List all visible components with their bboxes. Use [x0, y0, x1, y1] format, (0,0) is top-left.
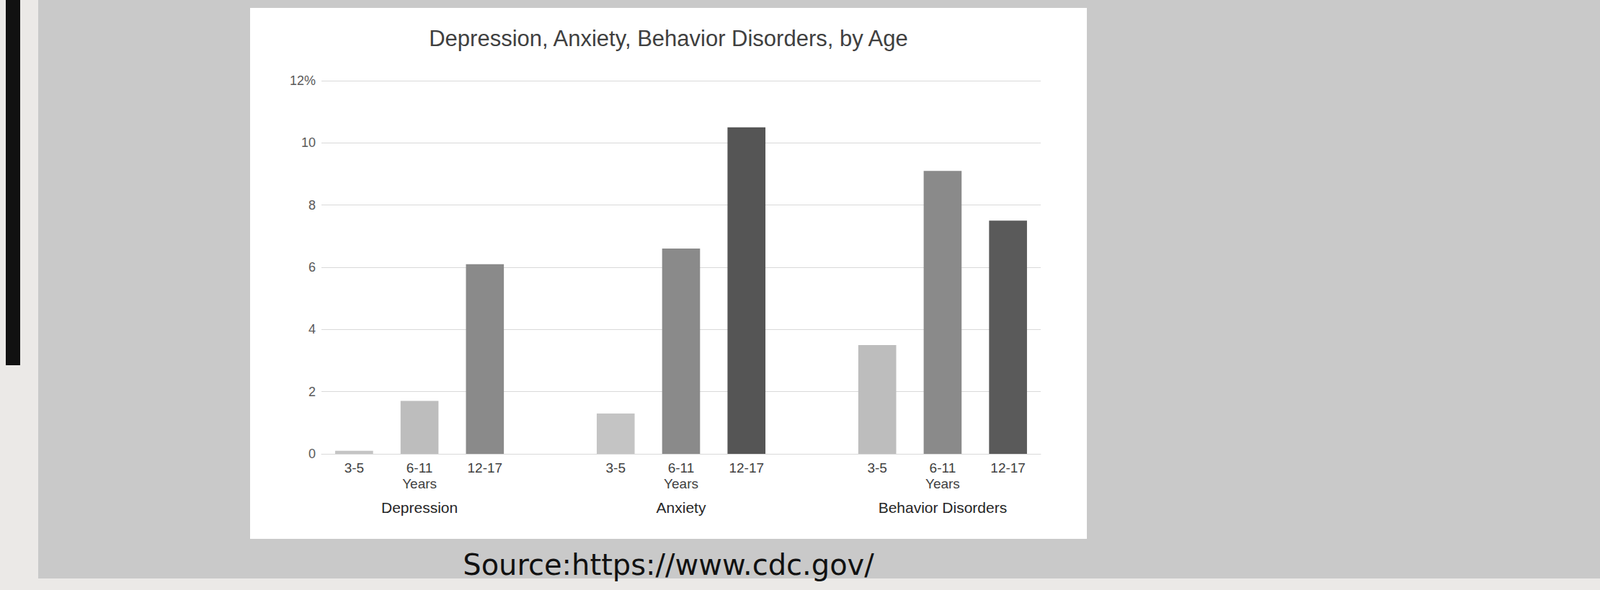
svg-text:0: 0 — [308, 446, 316, 462]
svg-text:6-11: 6-11 — [668, 460, 695, 476]
svg-text:12%: 12% — [289, 73, 316, 88]
svg-text:3-5: 3-5 — [606, 460, 626, 476]
svg-text:3-5: 3-5 — [344, 460, 364, 476]
svg-text:10: 10 — [301, 135, 316, 150]
svg-text:6: 6 — [308, 260, 316, 275]
svg-text:12-17: 12-17 — [990, 460, 1026, 476]
svg-text:3-5: 3-5 — [867, 460, 887, 476]
svg-text:6-11: 6-11 — [929, 460, 957, 476]
svg-text:Years: Years — [925, 476, 960, 492]
svg-text:12-17: 12-17 — [728, 460, 764, 476]
svg-text:Years: Years — [663, 476, 699, 492]
svg-text:4: 4 — [308, 322, 316, 337]
html-text:Source:https://www.cdc.gov/: Source:https://www.cdc.gov/ — [462, 548, 875, 582]
svg-text:Behavior Disorders: Behavior Disorders — [878, 499, 1008, 517]
svg-text:2: 2 — [308, 384, 316, 400]
svg-text:Anxiety: Anxiety — [656, 499, 707, 517]
svg-text:6-11: 6-11 — [406, 460, 434, 476]
svg-text:Depression: Depression — [381, 499, 458, 517]
svg-text:12-17: 12-17 — [467, 460, 504, 476]
svg-text:Depression, Anxiety, Behavior: Depression, Anxiety, Behavior Disorders,… — [428, 25, 909, 52]
svg-text:8: 8 — [308, 198, 316, 213]
svg-text:Years: Years — [402, 476, 437, 492]
